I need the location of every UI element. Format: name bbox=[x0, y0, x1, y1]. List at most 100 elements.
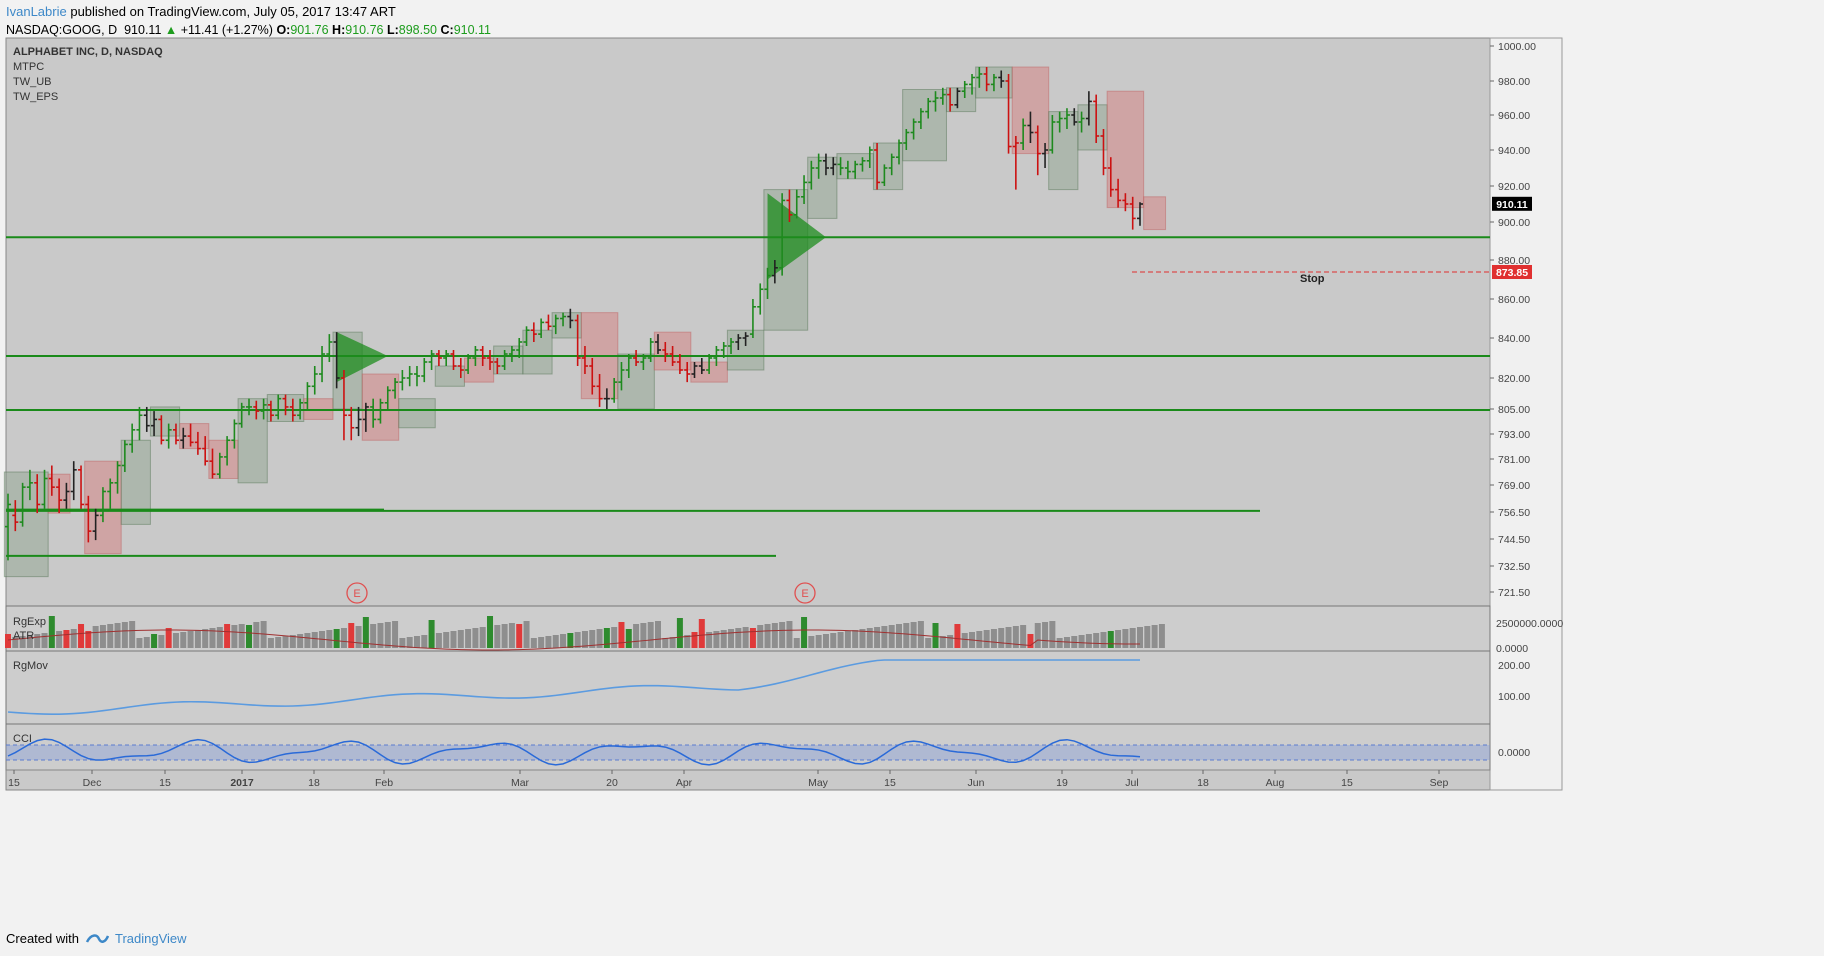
mtpc-box bbox=[945, 87, 977, 113]
volume-bar bbox=[691, 632, 698, 648]
ohlc-bar bbox=[348, 406, 355, 441]
volume-bar bbox=[165, 628, 172, 648]
volume-bar bbox=[494, 625, 501, 648]
ohlc-bar bbox=[954, 87, 961, 109]
mtpc-box bbox=[902, 89, 947, 162]
time-tick-label: Aug bbox=[1266, 777, 1285, 789]
ohlc-bar bbox=[581, 346, 588, 374]
volume-bar bbox=[413, 636, 420, 648]
ohlc-bar bbox=[297, 398, 304, 420]
volume-bar bbox=[392, 621, 399, 648]
volume-bar bbox=[5, 634, 11, 648]
volume-bar bbox=[340, 628, 347, 648]
volume-bar bbox=[143, 637, 150, 648]
publish-info: published on TradingView.com, July 05, 2… bbox=[70, 4, 396, 19]
ohlc-bar bbox=[822, 153, 829, 176]
volume-bar bbox=[523, 621, 530, 648]
volume-bar bbox=[676, 618, 683, 648]
volume-bar bbox=[487, 616, 494, 648]
volume-bar bbox=[618, 622, 625, 648]
volume-bar bbox=[742, 627, 749, 648]
volume-bar bbox=[85, 631, 92, 648]
volume-bar bbox=[443, 632, 450, 648]
ohlc-bar bbox=[224, 436, 231, 466]
volume-bar bbox=[698, 619, 705, 648]
ohlc-bar bbox=[231, 419, 238, 449]
volume-bar bbox=[925, 638, 932, 648]
mtpc-box bbox=[398, 398, 436, 429]
cci-label: CCI bbox=[13, 733, 32, 745]
ohlc-bar bbox=[530, 322, 537, 342]
legend-line: ALPHABET INC, D, NASDAQ bbox=[13, 46, 163, 58]
ohlc-bar bbox=[1122, 193, 1129, 212]
ohlc-bar bbox=[742, 332, 749, 346]
volume-bar bbox=[238, 624, 245, 648]
time-tick-label: Apr bbox=[676, 777, 693, 789]
volume-bar bbox=[684, 635, 691, 648]
ohlc-bar bbox=[472, 346, 479, 366]
time-tick-label: May bbox=[808, 777, 829, 789]
volume-bar bbox=[516, 624, 523, 648]
ohlc-bar bbox=[26, 469, 33, 501]
volume-bar bbox=[501, 624, 508, 648]
volume-bar bbox=[1034, 623, 1041, 648]
volume-bar bbox=[399, 638, 406, 648]
volume-bar bbox=[1042, 622, 1049, 648]
volume-bar bbox=[998, 628, 1005, 648]
ohlc-bar bbox=[1137, 202, 1143, 226]
volume-bar bbox=[662, 638, 669, 648]
volume-bar bbox=[1027, 634, 1034, 648]
ohlc-bar bbox=[246, 398, 253, 416]
volume-bar bbox=[560, 634, 567, 648]
ohlc-bar bbox=[1071, 108, 1078, 126]
volume-bar bbox=[954, 624, 961, 648]
volume-bar bbox=[479, 627, 486, 648]
earnings-marker-icon bbox=[346, 582, 368, 604]
volume-bar bbox=[837, 632, 844, 648]
ohlc-bar bbox=[5, 493, 11, 561]
volume-bar bbox=[625, 629, 632, 648]
ohlc-bar bbox=[852, 160, 859, 179]
low-value: 898.50 bbox=[398, 23, 438, 37]
ohlc-bar bbox=[647, 338, 654, 362]
volume-bar bbox=[669, 637, 676, 648]
ohlc-bar bbox=[194, 431, 201, 455]
ohlc-bar bbox=[611, 378, 618, 403]
ohlc-bar bbox=[282, 394, 289, 416]
price-tick-label: 940.00 bbox=[1498, 145, 1530, 157]
price-tick-label: 1000.00 bbox=[1498, 41, 1536, 53]
volume-bar bbox=[545, 636, 552, 648]
volume-bar bbox=[121, 622, 128, 648]
mtpc-box bbox=[208, 439, 239, 479]
author-link[interactable]: IvanLabrie bbox=[6, 4, 67, 19]
open-value: 901.76 bbox=[290, 23, 329, 37]
ohlc-bar bbox=[158, 415, 165, 445]
ohlc-bar bbox=[136, 406, 143, 441]
legend-line: TW_EPS bbox=[13, 91, 58, 103]
volume-bar bbox=[530, 638, 537, 648]
ohlc-bar bbox=[976, 67, 983, 88]
ohlc-bar bbox=[1020, 118, 1027, 150]
volume-bar bbox=[114, 623, 121, 648]
ohlc-bar bbox=[253, 400, 260, 420]
ohlc-bar bbox=[589, 358, 596, 395]
cci-line bbox=[7, 738, 1141, 766]
tradingview-link[interactable]: TradingView bbox=[114, 931, 187, 946]
ohlc-bar bbox=[990, 74, 997, 92]
ohlc-bar bbox=[866, 146, 873, 168]
ohlc-bar bbox=[465, 354, 472, 374]
ohlc-bar bbox=[698, 358, 705, 374]
volume-bar bbox=[1085, 634, 1092, 648]
low-label: L: bbox=[386, 23, 399, 37]
rgexp-label: RgExp bbox=[13, 616, 46, 628]
time-tick-label: Sep bbox=[1430, 777, 1449, 789]
ohlc-bar bbox=[377, 398, 384, 424]
ohlc-bar bbox=[837, 157, 844, 176]
ohlc-bar bbox=[983, 67, 990, 92]
ohlc-bar bbox=[969, 74, 976, 95]
volume-bar bbox=[749, 628, 756, 648]
ohlc-bar bbox=[560, 312, 567, 327]
ohlc-bar bbox=[326, 334, 333, 362]
ohlc-bar bbox=[713, 346, 720, 366]
